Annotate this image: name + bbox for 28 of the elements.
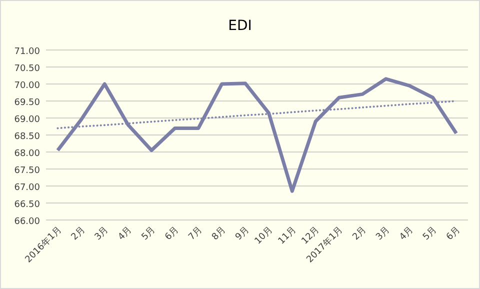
y-tick-label: 66.00 bbox=[14, 217, 40, 227]
x-tick-label: 2月 bbox=[70, 225, 88, 243]
y-tick-label: 69.00 bbox=[14, 115, 40, 125]
y-tick-label: 66.50 bbox=[14, 200, 40, 210]
x-tick-label: 5月 bbox=[421, 225, 439, 243]
x-tick-label: 8月 bbox=[210, 225, 228, 243]
y-tick-label: 67.50 bbox=[14, 166, 40, 176]
x-tick-label: 5月 bbox=[140, 225, 158, 243]
x-tick-label: 10月 bbox=[253, 225, 275, 247]
x-tick-label: 9月 bbox=[234, 225, 252, 243]
x-tick-label: 3月 bbox=[374, 225, 392, 243]
y-tick-label: 68.00 bbox=[14, 149, 40, 159]
y-tick-label: 69.50 bbox=[14, 98, 40, 108]
x-tick-label: 4月 bbox=[398, 225, 416, 243]
chart-title: EDI bbox=[228, 18, 252, 34]
y-tick-label: 67.00 bbox=[14, 183, 40, 193]
x-tick-label: 2月 bbox=[351, 225, 369, 243]
line-series bbox=[56, 77, 458, 193]
x-tick-label: 11月 bbox=[276, 225, 298, 247]
y-tick-label: 71.00 bbox=[14, 47, 40, 57]
y-tick-label: 68.50 bbox=[14, 132, 40, 142]
x-tick-label: 4月 bbox=[116, 225, 134, 243]
x-tick-label: 6月 bbox=[444, 225, 462, 243]
x-tick-label: 7月 bbox=[187, 225, 205, 243]
x-tick-label: 3月 bbox=[93, 225, 111, 243]
x-tick-label: 6月 bbox=[164, 225, 182, 243]
y-tick-label: 70.50 bbox=[14, 64, 40, 74]
y-tick-label: 70.00 bbox=[14, 81, 40, 91]
